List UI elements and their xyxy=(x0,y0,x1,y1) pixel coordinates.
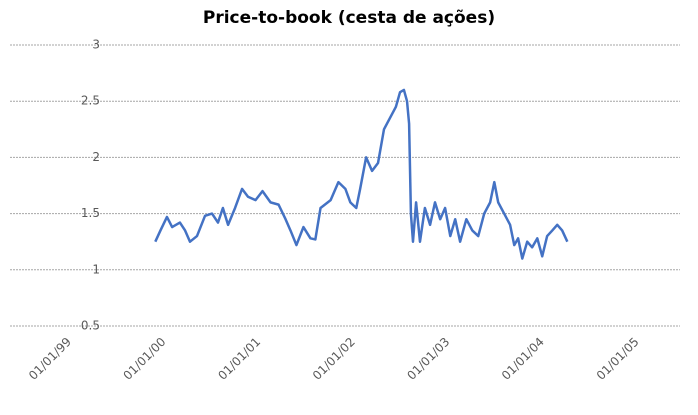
x-tick-label: 01/01/04 xyxy=(499,335,547,383)
x-tick-label: 01/01/03 xyxy=(404,335,452,383)
x-tick-label: 01/01/02 xyxy=(310,335,358,383)
y-tick-label: 1.5 xyxy=(81,206,100,220)
x-tick-label: 01/01/00 xyxy=(121,335,169,383)
chart-title: Price-to-book (cesta de ações) xyxy=(203,8,495,28)
x-tick-label: 01/01/99 xyxy=(26,335,74,383)
x-tick-label: 01/01/05 xyxy=(594,335,642,383)
y-tick-label: 0.5 xyxy=(81,319,100,333)
y-tick-label: 1 xyxy=(92,262,100,276)
data-line xyxy=(154,88,569,260)
y-tick-label: 3 xyxy=(92,38,100,52)
y-tick-label: 2.5 xyxy=(81,94,100,108)
y-tick-label: 2 xyxy=(92,150,100,164)
x-tick-label: 01/01/01 xyxy=(215,335,263,383)
